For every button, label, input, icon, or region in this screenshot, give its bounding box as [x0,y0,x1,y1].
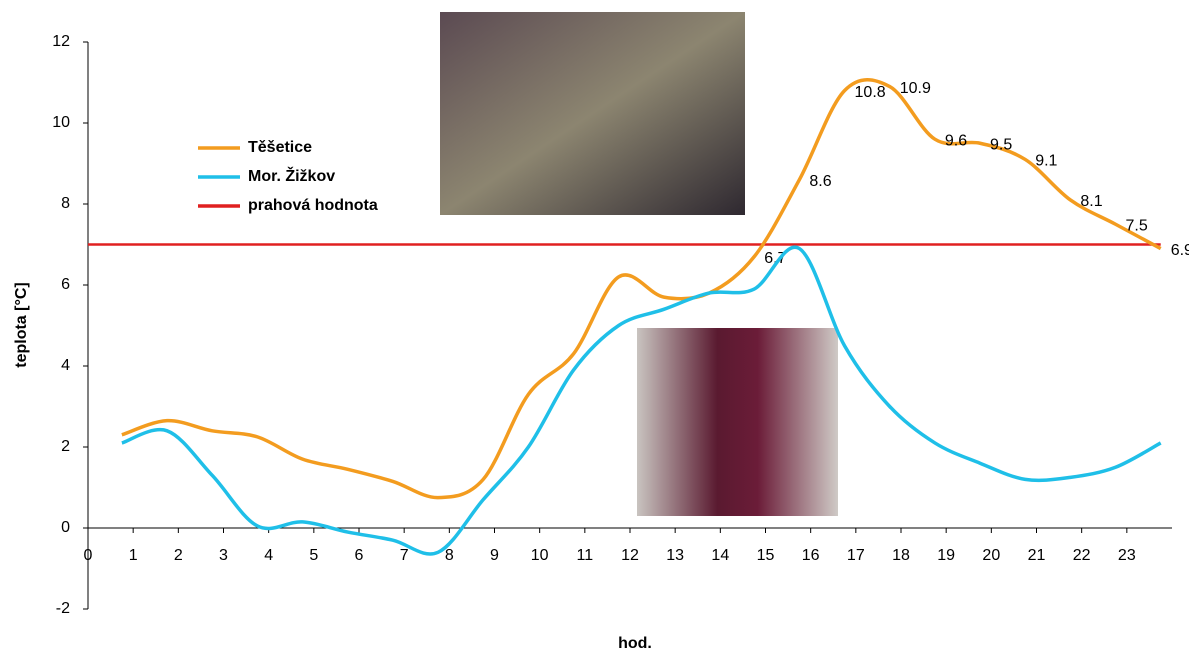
x-tick-label: 6 [355,547,364,564]
chart: teplota [°C] hod. -202468101201234567891… [0,0,1189,652]
x-tick-label: 22 [1073,547,1091,564]
y-tick-label: 10 [52,114,70,131]
x-tick-label: 14 [711,547,729,564]
x-tick-label: 23 [1118,547,1136,564]
x-tick-label: 21 [1028,547,1046,564]
x-tick-label: 18 [892,547,910,564]
data-label: 9.1 [1035,153,1057,170]
legend-label: Mor. Žižkov [248,166,335,185]
y-tick-label: 6 [61,276,70,293]
x-tick-label: 16 [802,547,820,564]
x-tick-label: 11 [577,547,594,564]
x-tick-label: 20 [982,547,1000,564]
y-tick-label: 4 [61,357,70,374]
x-tick-label: 13 [666,547,684,564]
data-label: 7.5 [1126,217,1148,234]
y-axis-label: teplota [°C] [13,282,30,368]
x-tick-label: 5 [309,547,318,564]
data-label: 10.9 [900,80,931,97]
data-label: 10.8 [855,84,886,101]
y-tick-label: -2 [56,600,70,617]
y-tick-label: 2 [61,438,70,455]
x-tick-label: 2 [174,547,183,564]
data-label: 9.6 [945,132,967,149]
legend-label: Těšetice [248,139,312,156]
photo-frost-leaves [440,12,745,215]
data-label: 9.5 [990,136,1012,153]
x-tick-label: 0 [84,547,93,564]
x-tick-label: 7 [400,547,409,564]
data-label: 8.1 [1080,193,1102,210]
legend-label: prahová hodnota [248,197,378,214]
x-tick-label: 3 [219,547,228,564]
x-tick-label: 15 [757,547,775,564]
x-tick-label: 17 [847,547,865,564]
data-label: 6.9 [1171,242,1189,259]
x-tick-label: 4 [264,547,273,564]
x-tick-label: 8 [445,547,454,564]
x-tick-label: 10 [531,547,549,564]
y-tick-label: 8 [61,195,70,212]
y-tick-label: 12 [52,33,70,50]
x-tick-label: 9 [490,547,499,564]
x-axis-label: hod. [618,635,652,652]
x-tick-label: 12 [621,547,639,564]
photo-frost-buds [637,328,838,516]
x-tick-label: 19 [937,547,955,564]
x-tick-label: 1 [129,547,138,564]
y-tick-label: 0 [61,519,70,536]
data-label: 8.6 [809,173,831,190]
